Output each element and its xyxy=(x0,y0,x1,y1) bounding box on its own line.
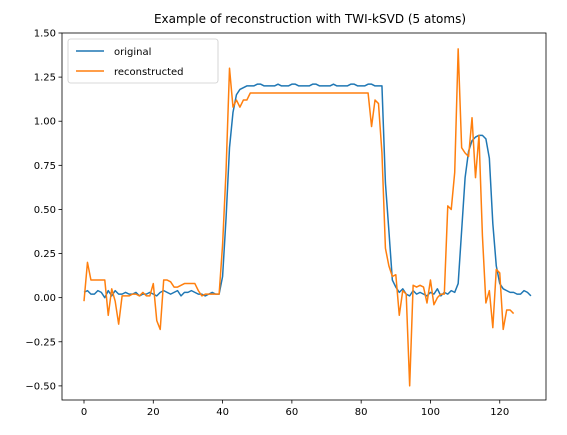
y-tick-label: 0.25 xyxy=(34,249,56,260)
y-tick-label: 0.50 xyxy=(34,205,56,216)
x-tick-label: 0 xyxy=(81,407,87,418)
x-tick-label: 120 xyxy=(490,407,509,418)
legend-box xyxy=(67,38,219,84)
x-tick-label: 20 xyxy=(147,407,160,418)
y-tick-label: 0.75 xyxy=(34,161,56,172)
x-tick-label: 80 xyxy=(355,407,368,418)
x-tick-label: 40 xyxy=(216,407,229,418)
legend-label-original: original xyxy=(114,47,151,58)
y-axis: −0.50 −0.25 0.00 0.25 0.50 0.75 1.00 1.25 1.50 xyxy=(25,29,62,392)
y-tick-label: 1.50 xyxy=(34,29,56,40)
y-tick-label: −0.25 xyxy=(25,337,56,348)
chart-title: Example of reconstruction with TWI-kSVD … xyxy=(154,12,466,26)
y-tick-label: 1.00 xyxy=(34,117,56,128)
y-tick-label: 0.00 xyxy=(34,293,56,304)
x-tick-label: 60 xyxy=(286,407,299,418)
plot-area xyxy=(83,48,532,387)
legend-label-reconstructed: reconstructed xyxy=(114,67,184,78)
y-tick-label: 1.25 xyxy=(34,73,56,84)
axes-frame xyxy=(61,32,547,401)
series-line-reconstructed xyxy=(83,48,515,387)
series-line-original xyxy=(83,83,532,299)
y-tick-label: −0.50 xyxy=(25,381,56,392)
x-tick-label: 100 xyxy=(421,407,440,418)
legend: original reconstructed xyxy=(67,38,219,84)
x-axis: 0 20 40 60 80 100 120 xyxy=(81,400,509,418)
